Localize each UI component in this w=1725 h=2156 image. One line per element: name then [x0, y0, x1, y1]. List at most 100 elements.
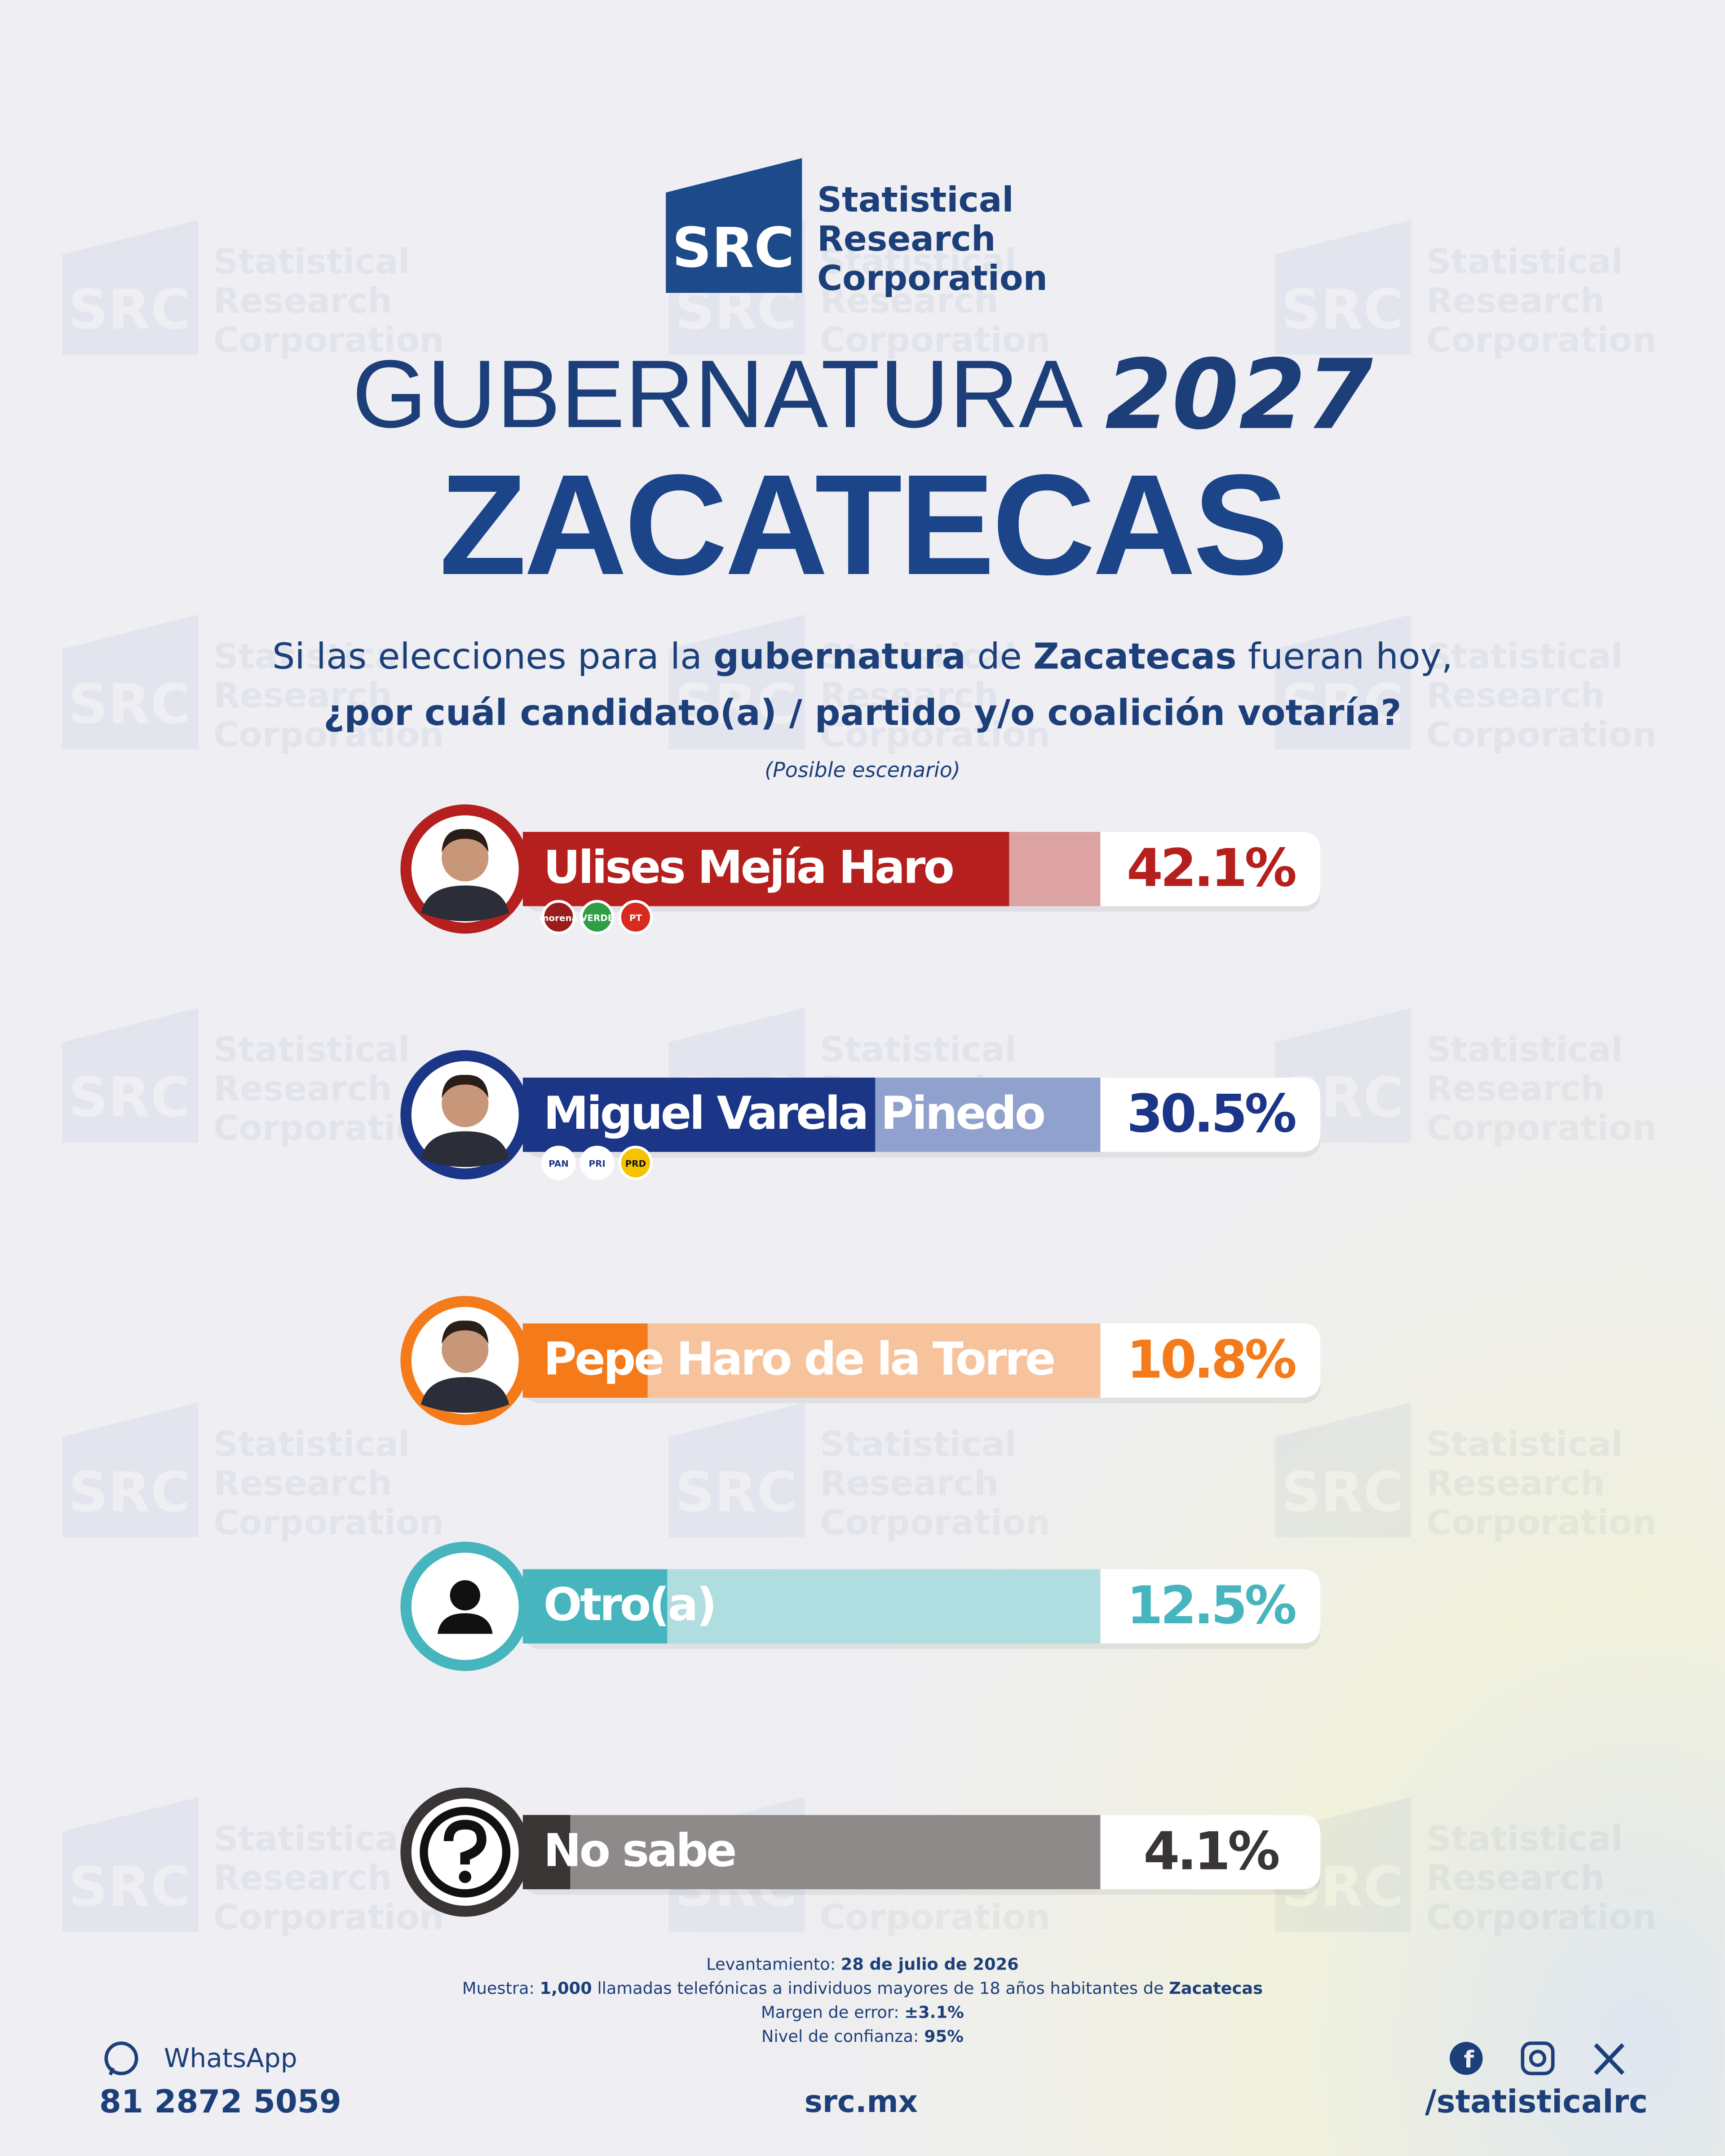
- party-label: VERDE: [580, 913, 614, 923]
- value-box: [1100, 1078, 1321, 1152]
- logo-mark: SRC: [672, 216, 794, 280]
- logo-text: Statistical: [213, 1819, 410, 1859]
- value-box: [1100, 1569, 1321, 1644]
- logo-text: Statistical: [817, 180, 1014, 220]
- party-label: PRD: [625, 1159, 646, 1169]
- logo-shape: [62, 1797, 199, 1932]
- logo-text: Corporation: [817, 258, 1048, 298]
- logo-text: Corporation: [820, 1897, 1050, 1937]
- methodology-part: Nivel de confianza:: [761, 2027, 924, 2046]
- logo-shape: [668, 1402, 805, 1537]
- question-part: ¿por cuál candidato(a) / partido y/o coa…: [323, 692, 1401, 733]
- value-label: 12.5%: [1127, 1575, 1295, 1636]
- question-part: gubernatura: [713, 635, 966, 677]
- avatar-hair: [442, 1321, 489, 1344]
- title-year: 2027: [1105, 338, 1373, 451]
- logo-text: Corporation: [820, 715, 1050, 755]
- logo-shape: [62, 1007, 199, 1143]
- bar: [522, 832, 1009, 906]
- question-part: Zacatecas: [1033, 635, 1237, 677]
- methodology-part: 28 de julio de 2026: [841, 1954, 1019, 1974]
- avatar-head: [442, 1326, 489, 1373]
- logo-text: Research: [1426, 1069, 1605, 1109]
- svg-text:f: f: [1464, 2046, 1475, 2073]
- logo-text: Research: [213, 281, 392, 321]
- content: SRCStatisticalResearchCorporationGUBERNA…: [99, 158, 1648, 2120]
- logo-text: Statistical: [213, 1424, 410, 1464]
- question-part: de: [966, 635, 1033, 677]
- logo-mark: SRC: [68, 1460, 190, 1524]
- logo-text: Statistical: [820, 636, 1017, 676]
- logo-text: Corporation: [1426, 1108, 1657, 1148]
- party-label: PT: [629, 913, 642, 923]
- party-badge: [541, 900, 576, 935]
- methodology: Levantamiento: 28 de julio de 2026: [706, 1954, 1018, 1974]
- logo-text: Statistical: [213, 636, 410, 676]
- avatar-head: [442, 1080, 489, 1127]
- avatar-icon-head: [450, 1580, 480, 1611]
- methodology-part: 1,000: [540, 1979, 592, 1998]
- logo-text: Research: [1426, 281, 1605, 321]
- subtitle: ZACATECAS: [439, 445, 1286, 605]
- social-icons: f: [1450, 2041, 1625, 2076]
- logo-text: Corporation: [213, 1897, 444, 1937]
- category-label: Otro(a): [544, 1578, 715, 1631]
- note: (Posible escenario): [765, 758, 960, 782]
- avatar-body: [421, 1377, 509, 1413]
- bar: [522, 1815, 571, 1890]
- phone: 81 2872 5059: [99, 2083, 341, 2120]
- value-label: 42.1%: [1127, 838, 1295, 899]
- logo-text: Research: [213, 1069, 392, 1109]
- value-box: [1100, 832, 1321, 906]
- methodology: Margen de error: ±3.1%: [761, 2002, 964, 2022]
- logo-text: Research: [817, 219, 995, 259]
- logo-shape: [62, 1402, 199, 1537]
- logo-shape: [668, 614, 805, 750]
- logo-text: Corporation: [213, 1503, 444, 1543]
- logo-shape: [666, 158, 802, 293]
- logo-mark: SRC: [1281, 278, 1403, 342]
- logo-shape: [1275, 614, 1411, 750]
- logo-text: Research: [820, 1464, 998, 1504]
- methodology: Nivel de confianza: 95%: [761, 2027, 964, 2046]
- logo-text: Statistical: [1426, 636, 1623, 676]
- logo-text: Research: [213, 676, 392, 716]
- logo-mark: SRC: [1281, 672, 1403, 736]
- logo-text: Corporation: [1426, 1897, 1657, 1937]
- website: src.mx: [805, 2084, 918, 2119]
- question-icon: [443, 1820, 487, 1865]
- logo-text: Corporation: [213, 320, 444, 360]
- bar: [522, 1078, 876, 1152]
- logo-text: Statistical: [213, 242, 410, 282]
- methodology-part: ±3.1%: [904, 2002, 964, 2022]
- avatar-icon-body: [438, 1613, 493, 1634]
- party-label: PRI: [589, 1159, 606, 1169]
- logo-text: Corporation: [213, 715, 444, 755]
- logo-text: Corporation: [1426, 320, 1657, 360]
- logo-text: Statistical: [1426, 1424, 1623, 1464]
- avatar-body: [421, 885, 509, 922]
- party-label: PAN: [548, 1159, 569, 1169]
- logo-text: Corporation: [820, 1503, 1050, 1543]
- logo-shape: [1275, 1402, 1411, 1537]
- category-label: Miguel Varela Pinedo: [544, 1087, 1044, 1140]
- logo-mark: SRC: [68, 1065, 190, 1130]
- logo-text: Statistical: [1426, 1030, 1623, 1070]
- avatar-head: [442, 835, 489, 882]
- logo-shape: [62, 220, 199, 355]
- category-label: Pepe Haro de la Torre: [544, 1332, 1054, 1385]
- methodology-part: Levantamiento:: [706, 1954, 841, 1974]
- party-badge: [618, 1145, 653, 1180]
- value-label: 4.1%: [1143, 1821, 1278, 1882]
- value-label: 10.8%: [1127, 1330, 1295, 1390]
- methodology-part: 95%: [924, 2027, 964, 2046]
- bar-track: [522, 1815, 1101, 1890]
- whatsapp-label: WhatsApp: [164, 2043, 297, 2073]
